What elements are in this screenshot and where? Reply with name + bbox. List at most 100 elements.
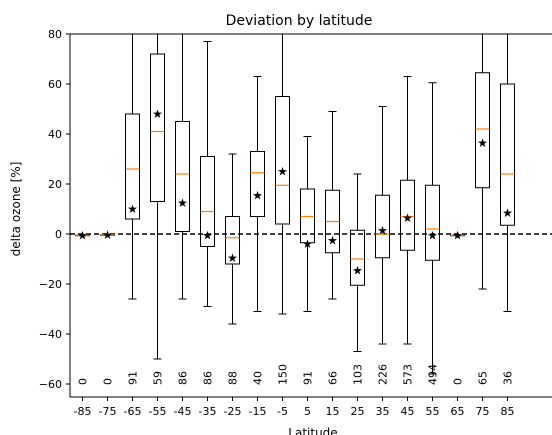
count-label: 103: [352, 364, 365, 385]
box-lat-15: ★: [325, 111, 340, 300]
iqr-box: [300, 188, 315, 244]
iqr-box: [175, 121, 190, 232]
box-lat-m85: ★: [75, 228, 90, 242]
x-tick-label: -15: [249, 405, 267, 418]
count-label: 494: [427, 364, 440, 385]
count-label: 0: [102, 378, 115, 385]
x-tick-label: -25: [224, 405, 242, 418]
box-lat-m55: ★: [150, 34, 165, 360]
mean-marker: ★: [377, 223, 388, 237]
iqr-box: [200, 156, 215, 247]
x-tick-label: -75: [99, 405, 117, 418]
box-lat-m15: ★: [250, 76, 265, 312]
count-label: 91: [302, 371, 315, 385]
count-label: 36: [502, 371, 515, 385]
sample-count-labels: 0 0 91 59 86 86 88 40 150 91 66 103 226 573 494 0 65 36: [77, 364, 515, 385]
y-tick-label: 80: [48, 28, 62, 41]
box-lat-65: ★: [450, 228, 465, 242]
plot-frame: [69, 33, 552, 398]
box-lat-m75: ★: [100, 228, 115, 242]
y-tick-label: 60: [48, 78, 62, 91]
y-axis-ticks: −60 −40 −20 0 20 40 60 80: [39, 28, 70, 391]
x-tick-label: 65: [451, 405, 465, 418]
x-tick-label: 15: [326, 405, 340, 418]
count-label: 0: [77, 378, 90, 385]
mean-marker: ★: [452, 228, 463, 242]
box-lat-m35: ★: [200, 41, 215, 307]
y-tick-label: 0: [55, 228, 62, 241]
x-tick-label: -5: [277, 405, 288, 418]
box-lat-m25: ★: [225, 153, 240, 325]
count-label: 226: [377, 364, 390, 385]
mean-marker: ★: [352, 263, 363, 277]
count-label: 40: [252, 371, 265, 385]
x-tick-label: 25: [351, 405, 365, 418]
x-tick-label: 45: [401, 405, 415, 418]
mean-marker: ★: [502, 206, 513, 220]
mean-marker: ★: [252, 188, 263, 202]
chart-title: Deviation by latitude: [226, 13, 373, 29]
x-tick-label: -85: [74, 405, 92, 418]
count-label: 59: [152, 371, 165, 385]
box-lat-35: ★: [375, 106, 390, 345]
mean-marker: ★: [152, 107, 163, 121]
box-lat-5: ★: [300, 136, 315, 312]
iqr-box: [425, 184, 440, 261]
iqr-box: [275, 96, 290, 225]
mean-marker: ★: [302, 237, 313, 251]
mean-marker: ★: [102, 228, 113, 242]
box-lat-75: ★: [475, 34, 490, 290]
box-lat-25: ★: [350, 173, 365, 352]
mean-marker: ★: [277, 165, 288, 179]
x-tick-label: 35: [376, 405, 390, 418]
mean-marker: ★: [427, 228, 438, 242]
box-lat-m45: ★: [175, 34, 190, 300]
count-label: 573: [402, 364, 415, 385]
x-axis-ticks: -85 -75 -65 -55 -45 -35 -25 -15 -5 5 15 25 35 45 55 65 7…: [74, 397, 515, 418]
x-tick-label: 5: [304, 405, 311, 418]
box-lat-m65: ★: [125, 34, 140, 300]
x-tick-label: -45: [174, 405, 192, 418]
count-label: 86: [202, 371, 215, 385]
iqr-box: [150, 53, 165, 202]
iqr-box: [125, 113, 140, 220]
mean-marker: ★: [127, 202, 138, 216]
y-tick-label: −40: [39, 328, 62, 341]
iqr-box: [225, 216, 240, 265]
x-tick-label: 75: [476, 405, 490, 418]
iqr-box: [375, 194, 390, 259]
y-tick-label: −20: [39, 278, 62, 291]
y-axis-label: delta ozone [%]: [9, 162, 23, 257]
y-tick-label: −60: [39, 378, 62, 391]
box-lat-45: ★: [400, 76, 415, 345]
count-label: 86: [177, 371, 190, 385]
box-lat-55: ★: [425, 82, 440, 375]
mean-marker: ★: [327, 233, 338, 247]
iqr-box: [250, 151, 265, 217]
count-label: 0: [452, 378, 465, 385]
count-label: 150: [277, 364, 290, 385]
mean-marker: ★: [477, 136, 488, 150]
box-lat-m5: ★: [275, 34, 290, 315]
x-axis-label: Latitude: [288, 426, 337, 435]
box-lat-85: ★: [500, 34, 515, 312]
iqr-box: [400, 179, 415, 251]
x-tick-label: 55: [426, 405, 440, 418]
iqr-box: [350, 229, 365, 286]
count-label: 91: [127, 371, 140, 385]
iqr-box: [475, 72, 490, 189]
x-tick-label: 85: [501, 405, 515, 418]
count-label: 66: [327, 371, 340, 385]
count-label: 88: [227, 371, 240, 385]
x-tick-label: -65: [124, 405, 142, 418]
box-series: ★ ★ ★ ★ ★ ★ ★ ★ ★ ★ ★ ★ ★ ★ ★ ★ ★ ★: [75, 34, 515, 375]
y-tick-label: 20: [48, 178, 62, 191]
mean-marker: ★: [402, 211, 413, 225]
mean-marker: ★: [177, 196, 188, 210]
iqr-box: [500, 83, 515, 226]
mean-marker: ★: [202, 228, 213, 242]
mean-marker: ★: [77, 228, 88, 242]
x-tick-label: -55: [149, 405, 167, 418]
mean-marker: ★: [227, 251, 238, 265]
